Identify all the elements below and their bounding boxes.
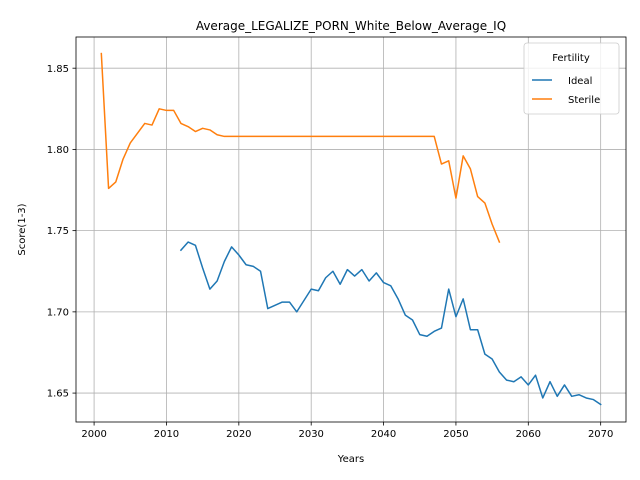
legend-box	[523, 42, 620, 115]
y-axis-label: Score(1-3)	[17, 203, 28, 255]
x-axis-label: Years	[337, 454, 364, 465]
axis-ticks: 2000 2010 2020 2030 2040 2050 2060 2070 1.65 1.70…	[47, 64, 614, 440]
x-tick-label: 2020	[226, 429, 251, 440]
x-tick-label: 2000	[81, 429, 106, 440]
y-tick-label: 1.70	[47, 307, 69, 318]
x-tick-label: 2040	[371, 429, 396, 440]
legend-label-sterile: Sterile	[568, 95, 600, 106]
x-tick-label: 2030	[298, 429, 323, 440]
chart-title: Average_LEGALIZE_PORN_White_Below_Averag…	[196, 19, 506, 33]
x-tick-label: 2070	[588, 429, 613, 440]
series-line-ideal	[179, 241, 602, 406]
x-tick-label: 2060	[516, 429, 541, 440]
legend-title: Fertility	[552, 53, 590, 64]
y-tick-label: 1.75	[47, 226, 69, 237]
y-tick-label: 1.80	[47, 145, 69, 156]
plot-frame	[75, 36, 627, 423]
y-tick-label: 1.85	[47, 64, 69, 75]
legend: Fertility Ideal Sterile	[523, 42, 620, 115]
gridlines	[76, 37, 626, 422]
y-tick-label: 1.65	[47, 389, 69, 400]
legend-label-ideal: Ideal	[568, 76, 592, 87]
x-tick-label: 2050	[443, 429, 468, 440]
series-lines	[100, 52, 602, 406]
series-line-sterile	[100, 52, 501, 243]
x-tick-label: 2010	[154, 429, 179, 440]
